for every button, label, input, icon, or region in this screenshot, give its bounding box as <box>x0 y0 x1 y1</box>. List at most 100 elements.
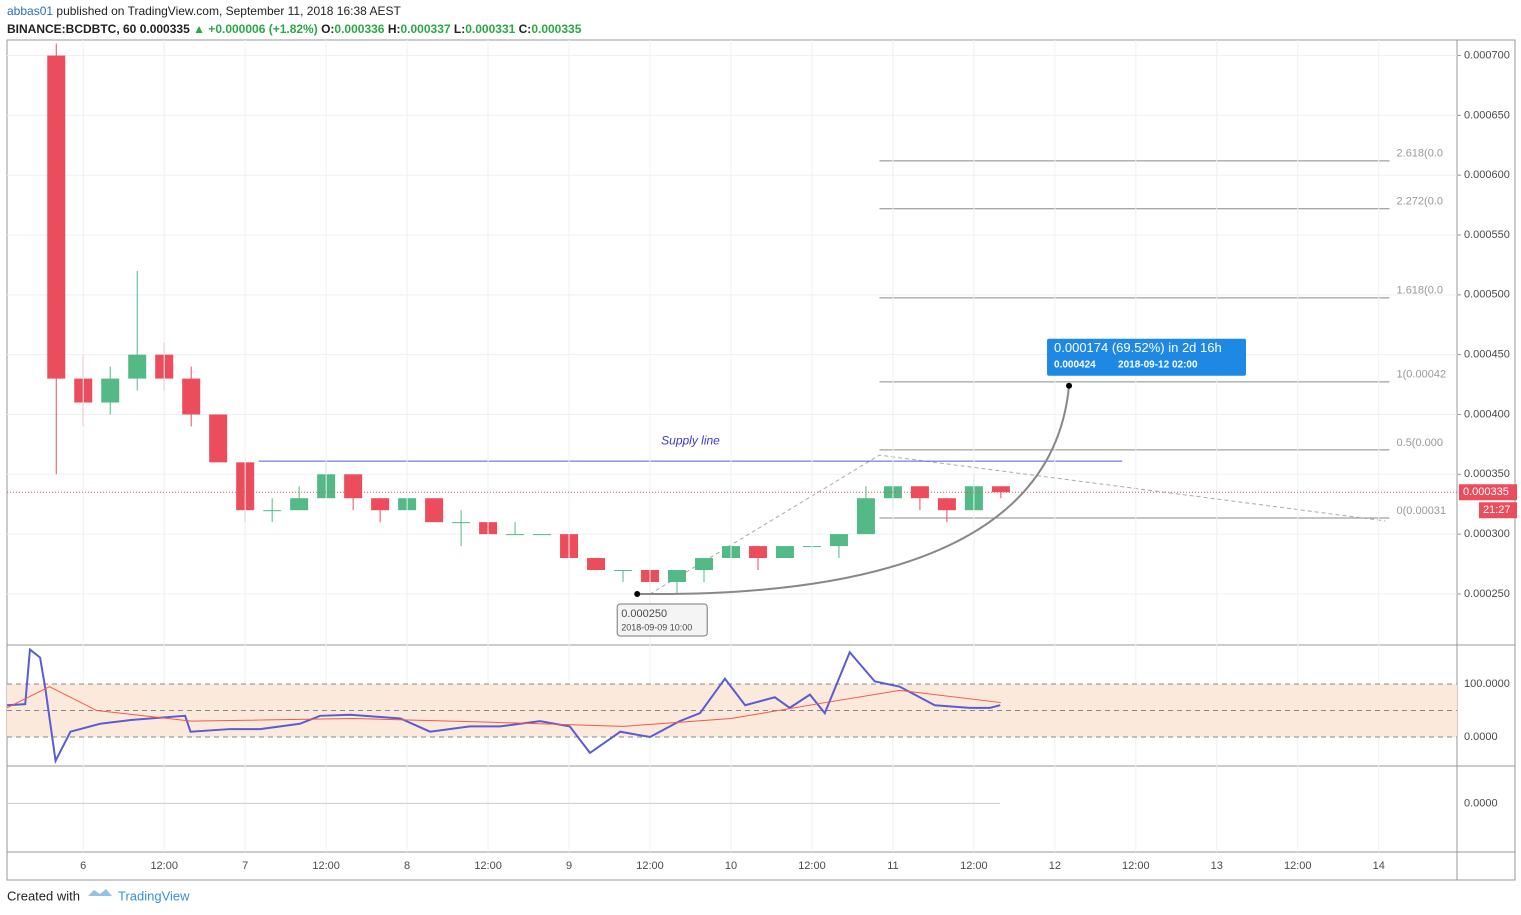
candle-body <box>668 570 687 582</box>
candle-body <box>371 498 390 511</box>
osc-tick-label: 0.0000 <box>1464 731 1498 743</box>
osc-line <box>6 686 1001 727</box>
candle-body <box>587 558 606 571</box>
trend-line <box>649 454 1386 595</box>
candle-body <box>344 474 363 499</box>
y-tick-label: 0.000500 <box>1464 289 1510 301</box>
x-tick-label: 7 <box>242 860 248 872</box>
footer-created: Created with <box>7 888 80 903</box>
fib-label: 0.5(0.000 <box>1397 437 1443 449</box>
candle-body <box>128 354 147 379</box>
countdown: 21:27 <box>1483 504 1511 516</box>
x-tick-label: 11 <box>887 860 898 872</box>
ohlc-key: L: <box>453 22 466 36</box>
candle-body <box>829 534 848 547</box>
y-tick-label: 0.000300 <box>1464 528 1510 540</box>
price-badge-label: 0.000335 <box>1463 486 1509 498</box>
ohlc-value: 0.000331 <box>465 22 516 36</box>
macd-tick-label: 0.0000 <box>1464 797 1498 809</box>
projection-arc <box>637 385 1071 595</box>
x-tick-label: 12:00 <box>960 860 988 872</box>
y-tick-label: 0.000400 <box>1464 408 1510 420</box>
candle-body <box>533 534 552 536</box>
y-tick-label: 0.000550 <box>1464 229 1510 241</box>
ohlc-key: O: <box>321 22 335 36</box>
x-tick-label: 12:00 <box>474 860 502 872</box>
y-tick-label: 0.000250 <box>1464 588 1510 600</box>
candle-body <box>182 378 201 415</box>
x-tick-label: 12:00 <box>1284 860 1312 872</box>
candle-body <box>263 510 282 512</box>
fib-label: 2.618(0.0 <box>1397 148 1443 160</box>
header-line: abbas01 published on TradingView.com, Se… <box>7 4 401 18</box>
author[interactable]: abbas01 <box>7 4 54 18</box>
symbol: BINANCE:BCDBTC, 60 <box>7 22 137 36</box>
callout-time: 2018-09-12 02:00 <box>1118 359 1198 370</box>
candle-body <box>694 558 713 571</box>
callout-target: 0.000424 <box>1054 359 1096 370</box>
x-tick-label: 12:00 <box>636 860 664 872</box>
x-tick-label: 12:00 <box>312 860 340 872</box>
supply-label: Supply line <box>661 433 720 447</box>
candle-body <box>614 570 633 572</box>
tv-logo <box>88 889 112 896</box>
candle-body <box>991 486 1010 493</box>
footer-brand[interactable]: TradingView <box>118 888 190 903</box>
candle-body <box>748 546 767 559</box>
x-tick-label: 12 <box>1049 860 1061 872</box>
countdown-badge <box>1479 502 1517 519</box>
x-tick-label: 13 <box>1211 860 1223 872</box>
candle-body <box>937 498 956 511</box>
projection-start <box>634 590 641 597</box>
fib-label: 1.618(0.0 <box>1397 285 1443 297</box>
fib-label: 1(0.00042 <box>1397 369 1447 381</box>
x-tick-label: 12:00 <box>150 860 178 872</box>
x-tick-label: 12:00 <box>1122 860 1150 872</box>
ohlc-value: 0.000336 <box>334 22 385 36</box>
candle-body <box>425 498 444 523</box>
start-price: 0.000250 <box>621 608 667 620</box>
osc-tick-label: 100.0000 <box>1464 678 1510 690</box>
candle-body <box>290 498 309 511</box>
y-tick-label: 0.000350 <box>1464 468 1510 480</box>
candle-body <box>209 414 228 463</box>
callout-title: 0.000174 (69.52%) in 2d 16h <box>1054 340 1222 355</box>
osc-line <box>6 647 1001 765</box>
ohlc-value: 0.000337 <box>400 22 451 36</box>
price-pane: 2.618(0.0 2.272(0.0 1.618(0.0 1(0.00042 0.5(… <box>7 43 1457 595</box>
y-tick-label: 0.000650 <box>1464 109 1510 121</box>
price-badge <box>1459 484 1517 501</box>
x-tick-label: 12:00 <box>798 860 826 872</box>
y-tick-label: 0.000700 <box>1464 49 1510 61</box>
change: ▲ +0.000006 (+1.82%) <box>193 22 318 36</box>
callout <box>1047 338 1247 376</box>
candle-body <box>775 546 794 559</box>
ohlc-value: 0.000335 <box>531 22 582 36</box>
candle-body <box>452 522 471 524</box>
projection-end <box>1066 382 1073 389</box>
x-tick-label: 14 <box>1373 860 1385 872</box>
candle-body <box>47 55 66 379</box>
candle-body <box>101 378 120 403</box>
y-tick-label: 0.000600 <box>1464 169 1510 181</box>
x-tick-label: 9 <box>566 860 572 872</box>
last: 0.000335 <box>139 22 190 36</box>
symbol-line: BINANCE:BCDBTC, 60 0.000335 ▲ +0.000006 … <box>7 22 585 36</box>
published: published on TradingView.com, September … <box>56 4 401 18</box>
y-tick-label: 0.000450 <box>1464 349 1510 361</box>
candle-body <box>856 498 875 535</box>
fib-label: 2.272(0.0 <box>1397 196 1443 208</box>
candle-body <box>506 534 525 536</box>
start-time: 2018-09-09 10:00 <box>621 622 692 632</box>
ohlc-key: H: <box>387 22 401 36</box>
fib-label: 0(0.00031 <box>1397 505 1447 517</box>
ohlc-key: C: <box>518 22 532 36</box>
frame <box>6 39 1516 881</box>
x-tick-label: 6 <box>80 860 86 872</box>
x-tick-label: 10 <box>725 860 737 872</box>
x-tick-label: 8 <box>404 860 410 872</box>
start-box <box>616 603 708 637</box>
ohlc: O:0.000336 H:0.000337 L:0.000331 C:0.000… <box>321 22 585 36</box>
